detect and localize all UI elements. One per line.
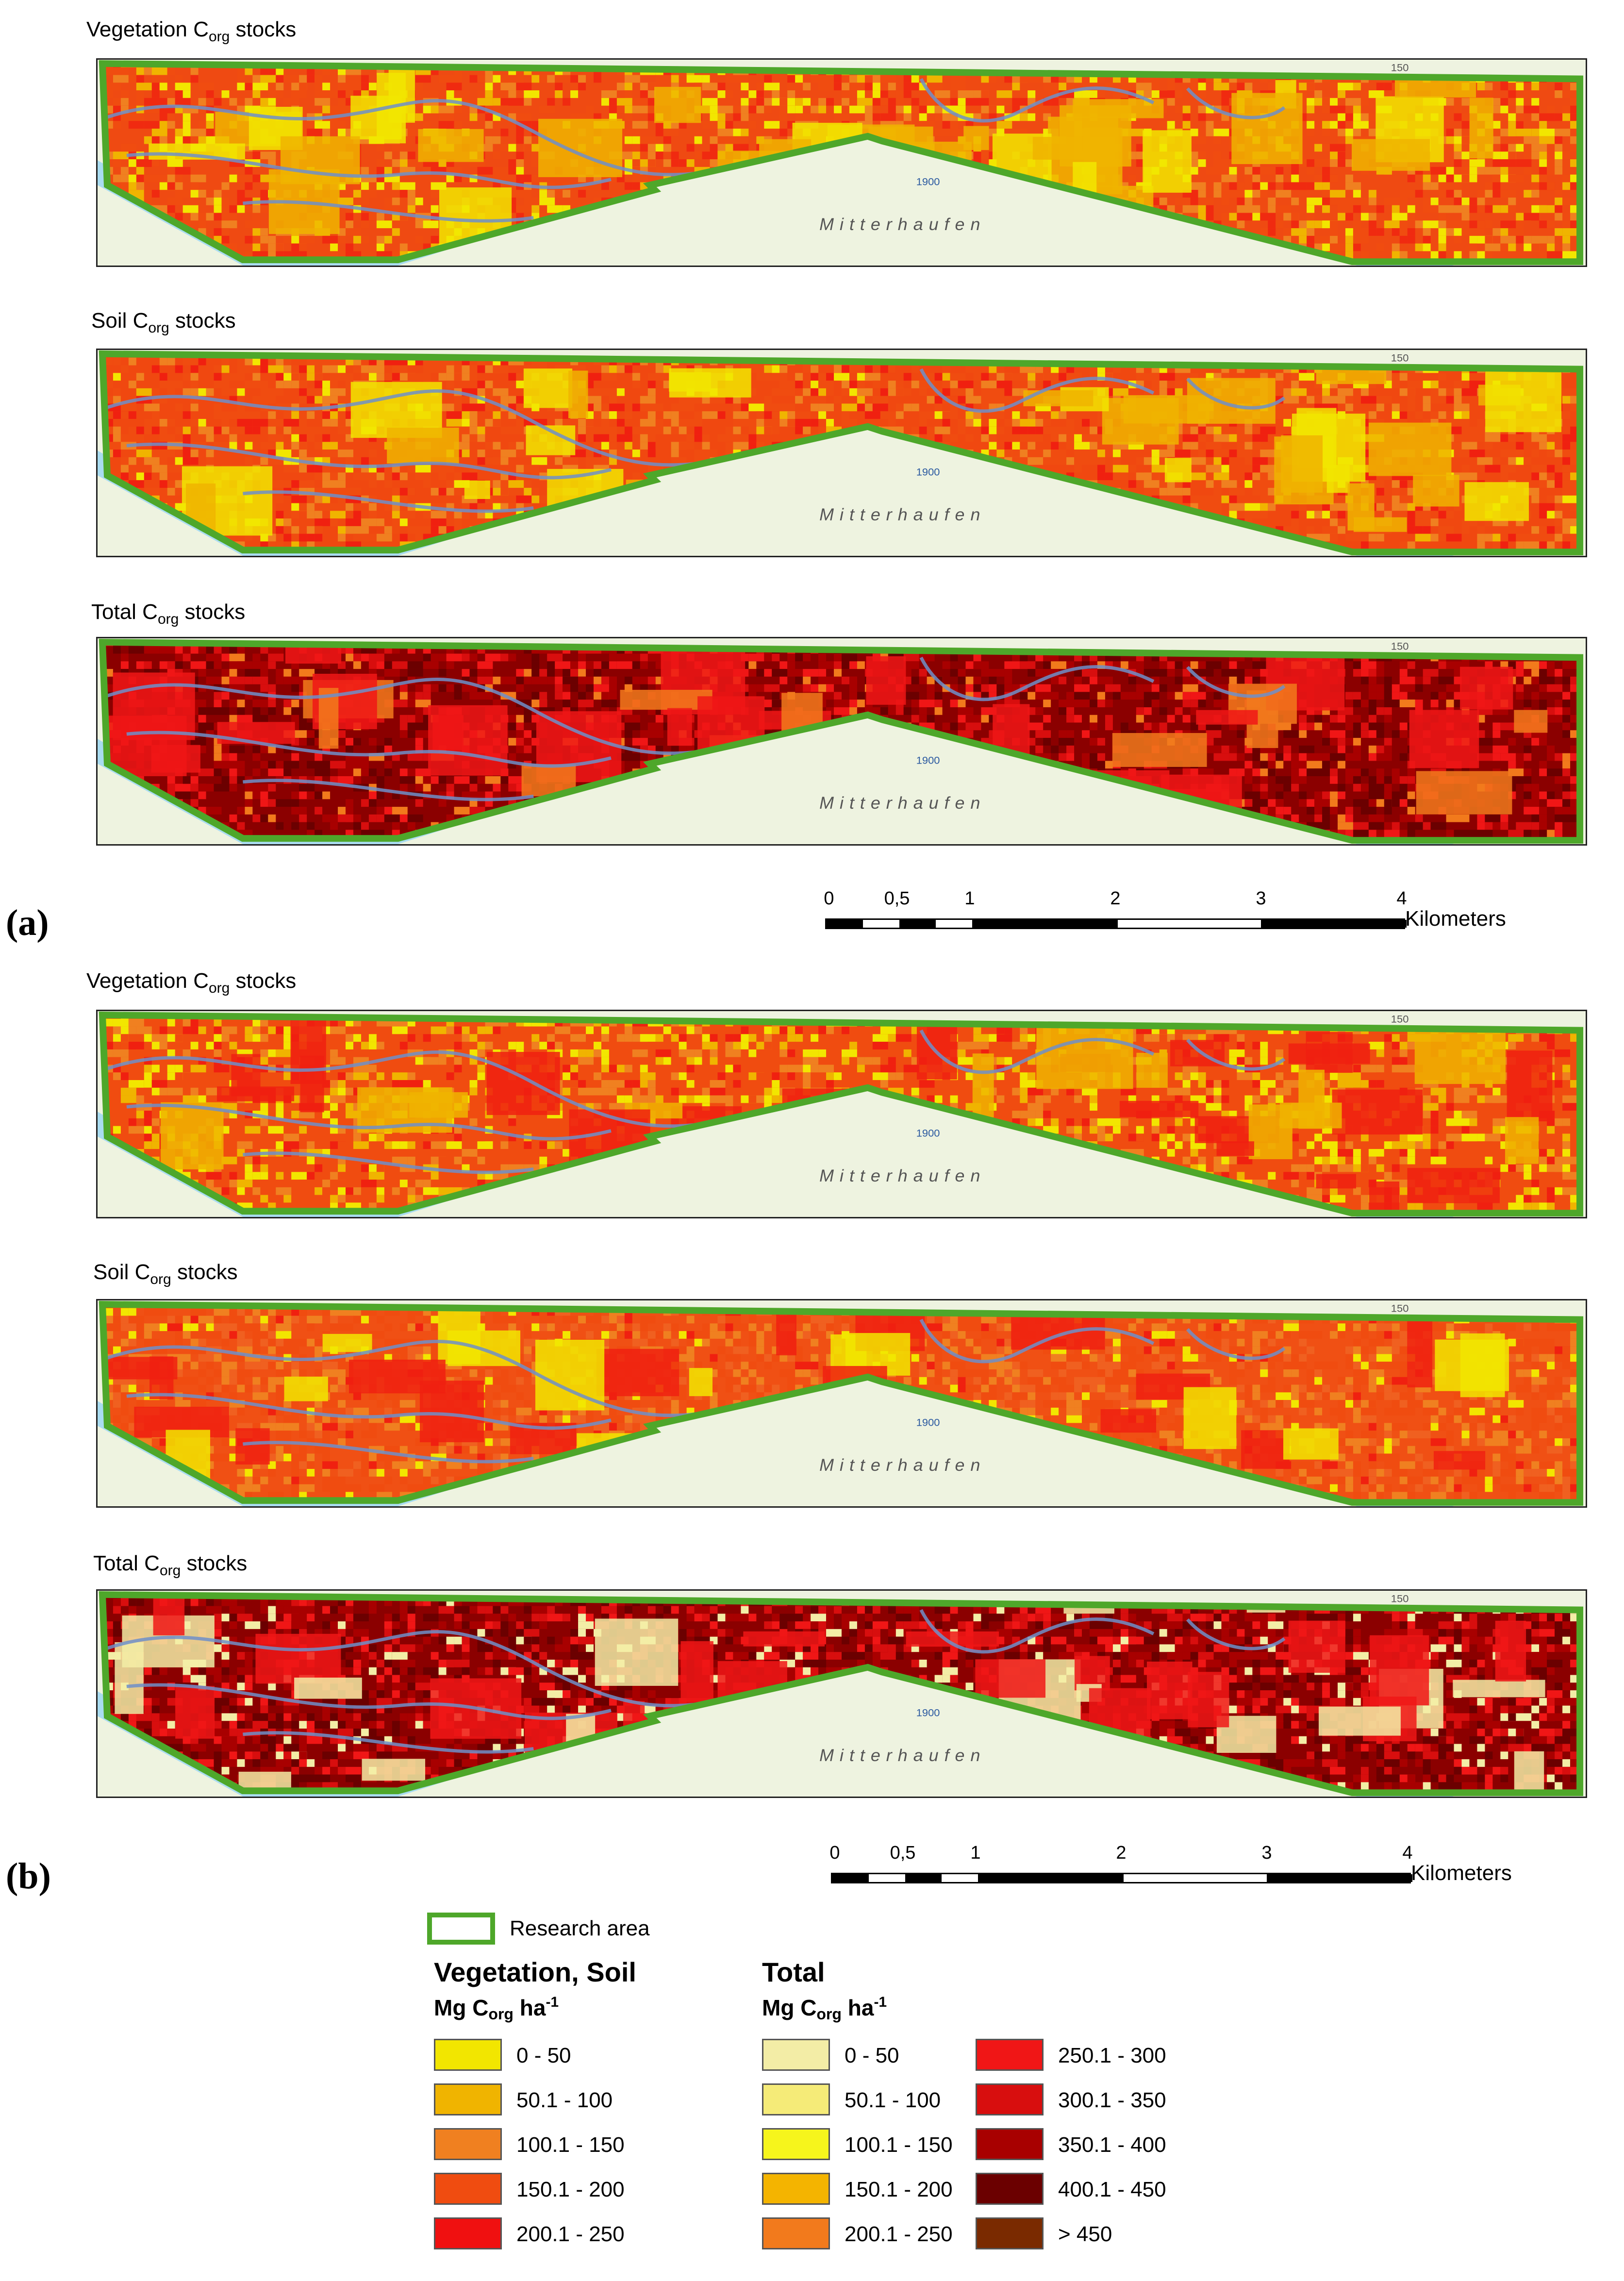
place-label: Mitterhaufen	[819, 793, 986, 813]
legend: Research area Vegetation, Soil Total Mg …	[427, 1913, 1204, 2272]
research-area-boundary	[99, 638, 1584, 844]
contour-label: 1900	[916, 1416, 940, 1428]
vegetation-map-a: Mitterhaufen 1900 150	[96, 58, 1587, 267]
map-title-a3: Total Corg stocks	[91, 600, 246, 627]
total-class-label: 400.1 - 450	[1058, 2178, 1166, 2201]
scale-tick: 0	[829, 1843, 840, 1863]
place-label: Mitterhaufen	[819, 1166, 986, 1185]
map-graphic: Mitterhaufen 1900 150	[98, 638, 1586, 844]
scale-tick: 3	[1261, 1843, 1272, 1863]
scale-tick: 4	[1396, 888, 1407, 909]
total-class-swatch	[762, 2217, 830, 2249]
veg-soil-class-swatch	[434, 2083, 502, 2115]
panel-tag-b: (b)	[6, 1856, 51, 1897]
total-class-swatch	[976, 2217, 1044, 2249]
scale-tick: 1	[970, 1843, 981, 1863]
soil-map-a: Mitterhaufen 1900 150	[96, 349, 1587, 557]
research-area-boundary	[99, 60, 1584, 266]
place-label: Mitterhaufen	[819, 1455, 986, 1475]
place-label: Mitterhaufen	[819, 1746, 986, 1765]
grid-label: 150	[1391, 62, 1409, 74]
total-class-label: 200.1 - 250	[845, 2222, 953, 2246]
total-class-swatch	[976, 2083, 1044, 2115]
grid-label: 150	[1391, 1593, 1409, 1605]
contour-label: 1900	[916, 1706, 940, 1718]
total-class-swatch	[976, 2173, 1044, 2205]
research-area-boundary	[99, 1011, 1584, 1217]
total-class-swatch	[762, 2083, 830, 2115]
panel-tag-a: (a)	[6, 902, 49, 943]
veg-soil-class-label: 50.1 - 100	[516, 2088, 613, 2112]
veg-soil-class-label: 0 - 50	[516, 2044, 571, 2067]
scale-bar-a: 0 0,5 1 2 3 4 Kilometers	[824, 888, 1506, 947]
scale-tick: 2	[1110, 888, 1121, 909]
scale-tick: 0	[824, 888, 834, 909]
map-title-b1: Vegetation Corg stocks	[86, 969, 297, 996]
soil-map-b: Mitterhaufen 1900 150	[96, 1299, 1587, 1508]
map-graphic: Mitterhaufen 1900 150	[98, 350, 1586, 556]
scale-tick: 2	[1116, 1843, 1127, 1863]
total-class-swatch	[976, 2039, 1044, 2071]
research-area-boundary	[99, 1591, 1584, 1797]
contour-label: 1900	[916, 466, 940, 478]
research-area-boundary	[99, 1300, 1584, 1506]
total-class-label: 350.1 - 400	[1058, 2133, 1166, 2157]
map-title-b2: Soil Corg stocks	[93, 1260, 238, 1287]
map-title-b3: Total Corg stocks	[93, 1551, 248, 1579]
veg-soil-class-swatch	[434, 2128, 502, 2160]
veg-soil-class-label: 100.1 - 150	[516, 2133, 625, 2157]
total-map-b: Mitterhaufen 1900 150	[96, 1589, 1587, 1798]
veg-soil-class-swatch	[434, 2173, 502, 2205]
veg-soil-unit: Mg Corg ha-1	[434, 1994, 559, 2023]
total-class-label: 300.1 - 350	[1058, 2088, 1166, 2112]
contour-label: 1900	[916, 754, 940, 766]
map-graphic: Mitterhaufen 1900 150	[98, 60, 1586, 266]
total-class-label: 0 - 50	[845, 2044, 899, 2067]
research-area-boundary	[99, 350, 1584, 556]
scale-bar-graphic	[825, 918, 1407, 929]
scale-tick: 0,5	[890, 1843, 916, 1863]
veg-soil-class-swatch	[434, 2039, 502, 2071]
scale-tick: 1	[964, 888, 975, 909]
grid-label: 150	[1391, 352, 1409, 364]
veg-soil-class-swatch	[434, 2217, 502, 2249]
contour-label: 1900	[916, 1127, 940, 1139]
contour-label: 1900	[916, 175, 940, 187]
veg-soil-class-label: 200.1 - 250	[516, 2222, 625, 2246]
total-class-swatch	[762, 2039, 830, 2071]
scale-unit: Kilometers	[1405, 907, 1506, 931]
total-class-label: > 450	[1058, 2222, 1112, 2246]
map-graphic: Mitterhaufen 1900 150	[98, 1011, 1586, 1217]
total-unit: Mg Corg ha-1	[762, 1994, 887, 2023]
map-title-a1: Vegetation Corg stocks	[86, 17, 297, 45]
scale-bar-b: 0 0,5 1 2 3 4 Kilometers	[829, 1843, 1511, 1901]
grid-label: 150	[1391, 1013, 1409, 1025]
total-class-label: 50.1 - 100	[845, 2088, 941, 2112]
scale-unit: Kilometers	[1411, 1861, 1512, 1885]
scale-tick: 0,5	[884, 888, 910, 909]
vegetation-map-b: Mitterhaufen 1900 150	[96, 1010, 1587, 1218]
total-class-swatch	[976, 2128, 1044, 2160]
map-title-a2: Soil Corg stocks	[91, 309, 236, 336]
scale-tick: 3	[1256, 888, 1266, 909]
grid-label: 150	[1391, 1302, 1409, 1315]
total-map-a: Mitterhaufen 1900 150	[96, 637, 1587, 846]
research-area-label: Research area	[510, 1916, 650, 1940]
map-graphic: Mitterhaufen 1900 150	[98, 1300, 1586, 1506]
research-area-swatch	[427, 1913, 495, 1945]
grid-label: 150	[1391, 640, 1409, 652]
total-class-label: 250.1 - 300	[1058, 2044, 1166, 2067]
total-class-swatch	[762, 2173, 830, 2205]
place-label: Mitterhaufen	[819, 505, 986, 524]
map-graphic: Mitterhaufen 1900 150	[98, 1591, 1586, 1797]
total-class-swatch	[762, 2128, 830, 2160]
total-class-label: 150.1 - 200	[845, 2178, 953, 2201]
veg-soil-heading: Vegetation, Soil	[434, 1957, 636, 1987]
scale-tick: 4	[1402, 1843, 1413, 1863]
scale-bar-graphic	[831, 1873, 1412, 1883]
total-class-label: 100.1 - 150	[845, 2133, 953, 2157]
place-label: Mitterhaufen	[819, 215, 986, 234]
veg-soil-class-label: 150.1 - 200	[516, 2178, 625, 2201]
total-heading: Total	[762, 1957, 825, 1987]
